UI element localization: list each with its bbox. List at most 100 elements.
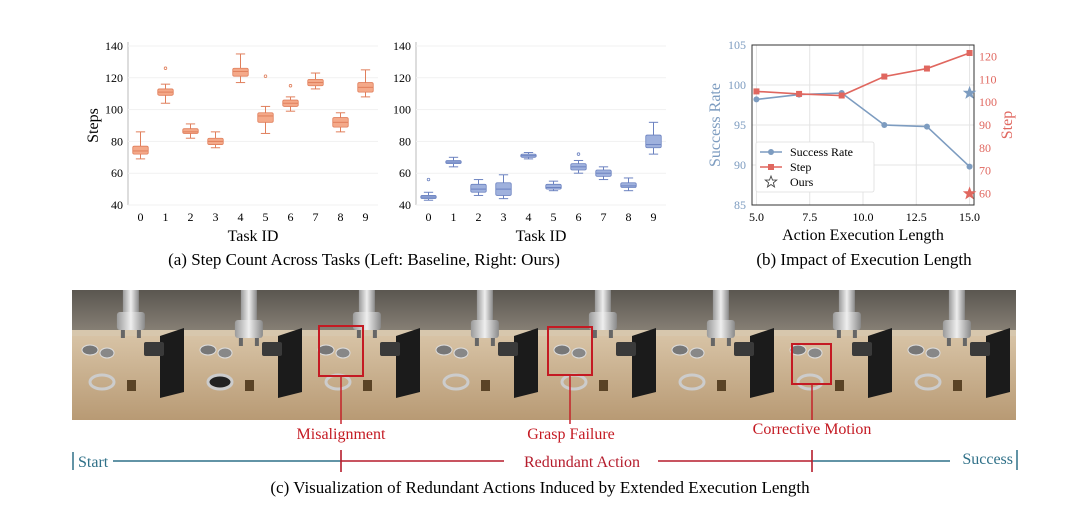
y-tick-label: 80 (111, 134, 123, 148)
plate (678, 373, 706, 391)
arm-gripper (706, 320, 735, 338)
x-tick-label: 0 (138, 210, 144, 224)
arm-link (948, 290, 965, 320)
legend-ours-label: Ours (790, 175, 814, 189)
stove (970, 342, 990, 356)
x-tick-label: 7.5 (802, 210, 817, 224)
plate (442, 373, 470, 391)
cabinet (160, 328, 184, 398)
arm-gripper (588, 312, 617, 330)
x-tick-label: 7 (601, 210, 607, 224)
finger (474, 338, 479, 346)
block (953, 380, 962, 391)
finger (592, 330, 597, 338)
y2-tick-label: 110 (979, 72, 997, 86)
legend-ours-marker (764, 174, 778, 188)
legend-step-marker (768, 164, 774, 170)
y-tick-label: 100 (393, 103, 411, 117)
misalignment-label: Misalignment (297, 426, 386, 443)
finger (710, 338, 715, 346)
block (717, 380, 726, 391)
y-tick-label: 100 (105, 103, 123, 117)
arm-gripper (234, 320, 263, 338)
stove (498, 342, 518, 356)
finger (608, 330, 613, 338)
arm-gripper (116, 312, 145, 330)
x-tick-label: 2 (476, 210, 482, 224)
x-tick-label: 8 (626, 210, 632, 224)
success-rate-point (923, 123, 930, 130)
timeline-end: Success (962, 451, 1013, 468)
x-tick-label: 5 (551, 210, 557, 224)
table-edge (72, 330, 190, 336)
box-iqr (470, 183, 487, 193)
y-tick-label: 140 (105, 39, 123, 53)
plate (88, 373, 116, 391)
box-0 (420, 177, 437, 201)
arm-link (240, 290, 257, 320)
cabinet (396, 328, 420, 398)
ours-star-success (962, 85, 977, 99)
box-1 (157, 66, 174, 104)
legend-box (755, 141, 875, 193)
film-frame (72, 290, 190, 420)
box-9 (357, 69, 374, 98)
block (127, 380, 136, 391)
film-frame (190, 290, 308, 420)
bowl (807, 347, 823, 359)
x-tick-label: 7 (313, 210, 319, 224)
x-tick-label: 5.0 (749, 210, 764, 224)
table-edge (544, 330, 662, 336)
box-9 (645, 121, 662, 155)
robot-filmstrip (72, 290, 1016, 420)
bowl (335, 347, 351, 359)
step-point (753, 88, 760, 95)
y-tick-label: 40 (111, 198, 123, 212)
y-tick-label: 60 (111, 166, 123, 180)
y-tick-label: 120 (393, 71, 411, 85)
plot-frame (751, 44, 975, 206)
bowl (671, 344, 689, 356)
grasp-failure-label: Grasp Failure (527, 426, 615, 443)
finger (136, 330, 141, 338)
cabinet (278, 328, 302, 398)
bowl (199, 344, 217, 356)
film-frame (308, 290, 426, 420)
y-tick-label: 105 (728, 38, 746, 52)
film-frame (662, 290, 780, 420)
step-point (923, 65, 930, 72)
x-tick-label: 10.0 (853, 210, 874, 224)
y2-axis-title: Step (999, 111, 1016, 139)
y2-tick-label: 80 (979, 141, 991, 155)
arm-gripper (942, 320, 971, 338)
arm-link (358, 290, 375, 312)
x-tick-label: 9 (363, 210, 369, 224)
cabinet (750, 328, 774, 398)
step-point (796, 90, 803, 97)
ours-star-step (962, 186, 977, 200)
x-tick-label: 1 (163, 210, 169, 224)
bowl (689, 347, 705, 359)
step-point (966, 50, 973, 56)
stove (616, 342, 636, 356)
arm-link (594, 290, 611, 312)
success-rate-point (881, 122, 888, 128)
x-tick-label: 5 (263, 210, 269, 224)
arm-link (476, 290, 493, 320)
finger (852, 330, 857, 338)
box-4 (520, 152, 537, 160)
arm-link (838, 290, 855, 312)
series-step-line (756, 52, 970, 97)
x-axis-title: Action Execution Length (782, 227, 944, 244)
box-4 (232, 53, 249, 84)
x-tick-label: 6 (288, 210, 294, 224)
box-3 (495, 174, 512, 200)
x-axis-title: Task ID (516, 228, 567, 245)
table-edge (308, 330, 426, 336)
box-0 (132, 131, 149, 160)
cabinet (868, 328, 892, 398)
outlier (288, 84, 293, 88)
